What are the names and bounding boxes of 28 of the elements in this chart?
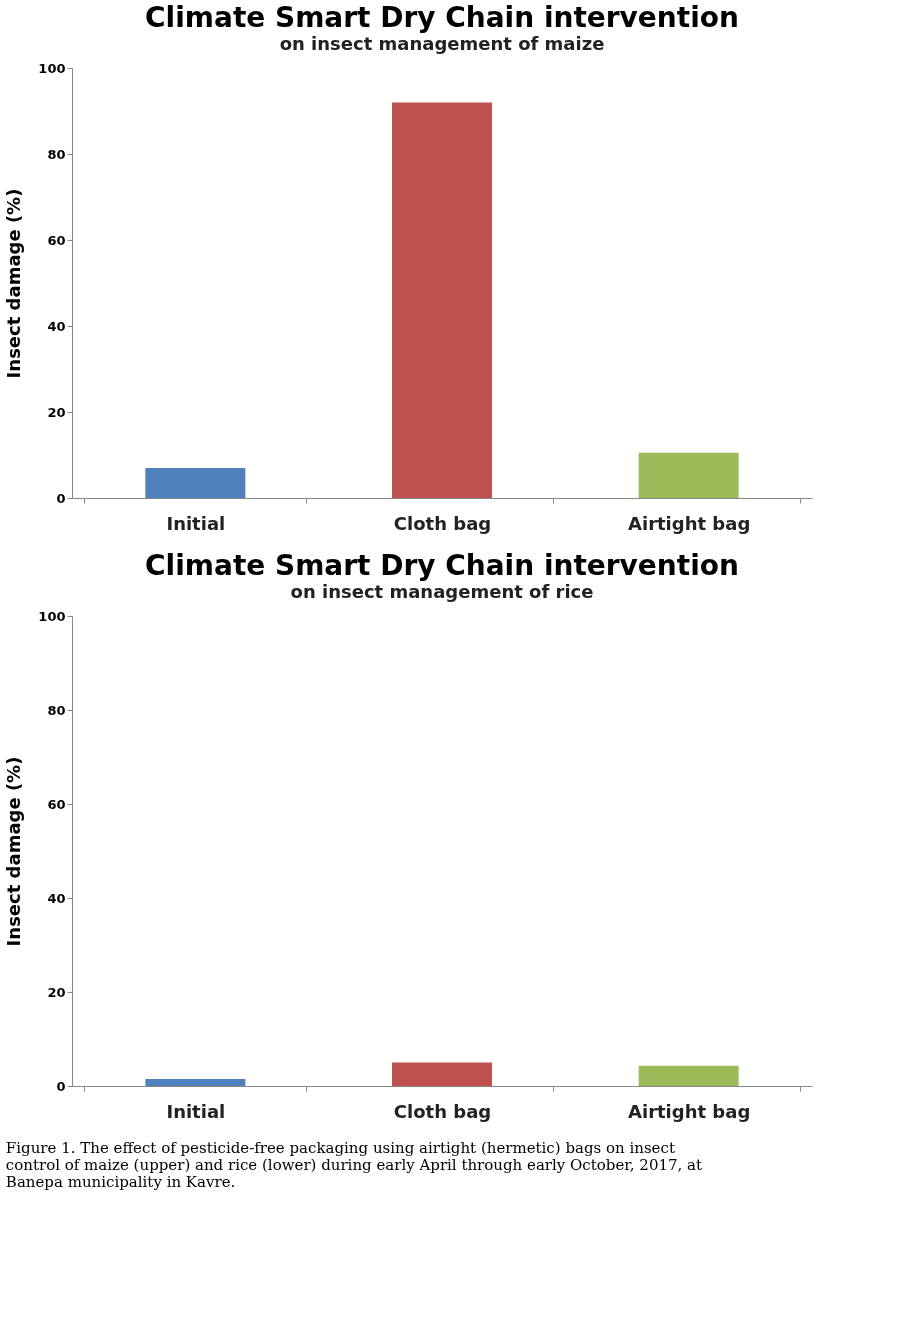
caption: Figure 1. The effect of pesticide-free packaging using airtight (hermetic) bags on insect control of maize (upper) and rice (lower) during early April through early October, 2017, at Banepa municipality in Kavre. xyxy=(5,1139,703,1191)
y-axis-title: Insect damage (%) xyxy=(3,756,25,947)
y-tick-label: 20 xyxy=(47,404,66,420)
y-tick-label: 20 xyxy=(47,984,66,1000)
y-tick-label: 100 xyxy=(38,608,66,624)
y-tick-label: 0 xyxy=(56,1078,66,1094)
chart-subtitle: on insect management of rice xyxy=(290,581,594,602)
x-tick-label: Airtight bag xyxy=(628,512,751,534)
y-tick-label: 80 xyxy=(47,146,66,162)
x-tick-label: Cloth bag xyxy=(393,512,492,534)
y-tick-label: 80 xyxy=(47,702,66,718)
x-tick-label: Initial xyxy=(166,1100,226,1122)
bar xyxy=(392,102,492,498)
y-tick-label: 40 xyxy=(47,890,66,906)
x-tick-label: Initial xyxy=(166,512,226,534)
bar xyxy=(638,452,739,498)
y-tick-label: 60 xyxy=(47,232,66,248)
chart-subtitle: on insect management of maize xyxy=(279,33,605,54)
x-tick-label: Airtight bag xyxy=(628,1100,751,1122)
y-tick-label: 40 xyxy=(47,318,66,334)
y-tick-label: 0 xyxy=(56,490,66,506)
chart-title: Climate Smart Dry Chain intervention xyxy=(145,549,739,582)
y-tick-label: 60 xyxy=(47,796,66,812)
chart-title: Climate Smart Dry Chain intervention xyxy=(145,1,739,34)
x-tick-label: Cloth bag xyxy=(393,1100,492,1122)
y-tick-label: 100 xyxy=(38,60,66,76)
y-axis-title: Insect damage (%) xyxy=(3,188,25,379)
bar xyxy=(145,467,246,498)
